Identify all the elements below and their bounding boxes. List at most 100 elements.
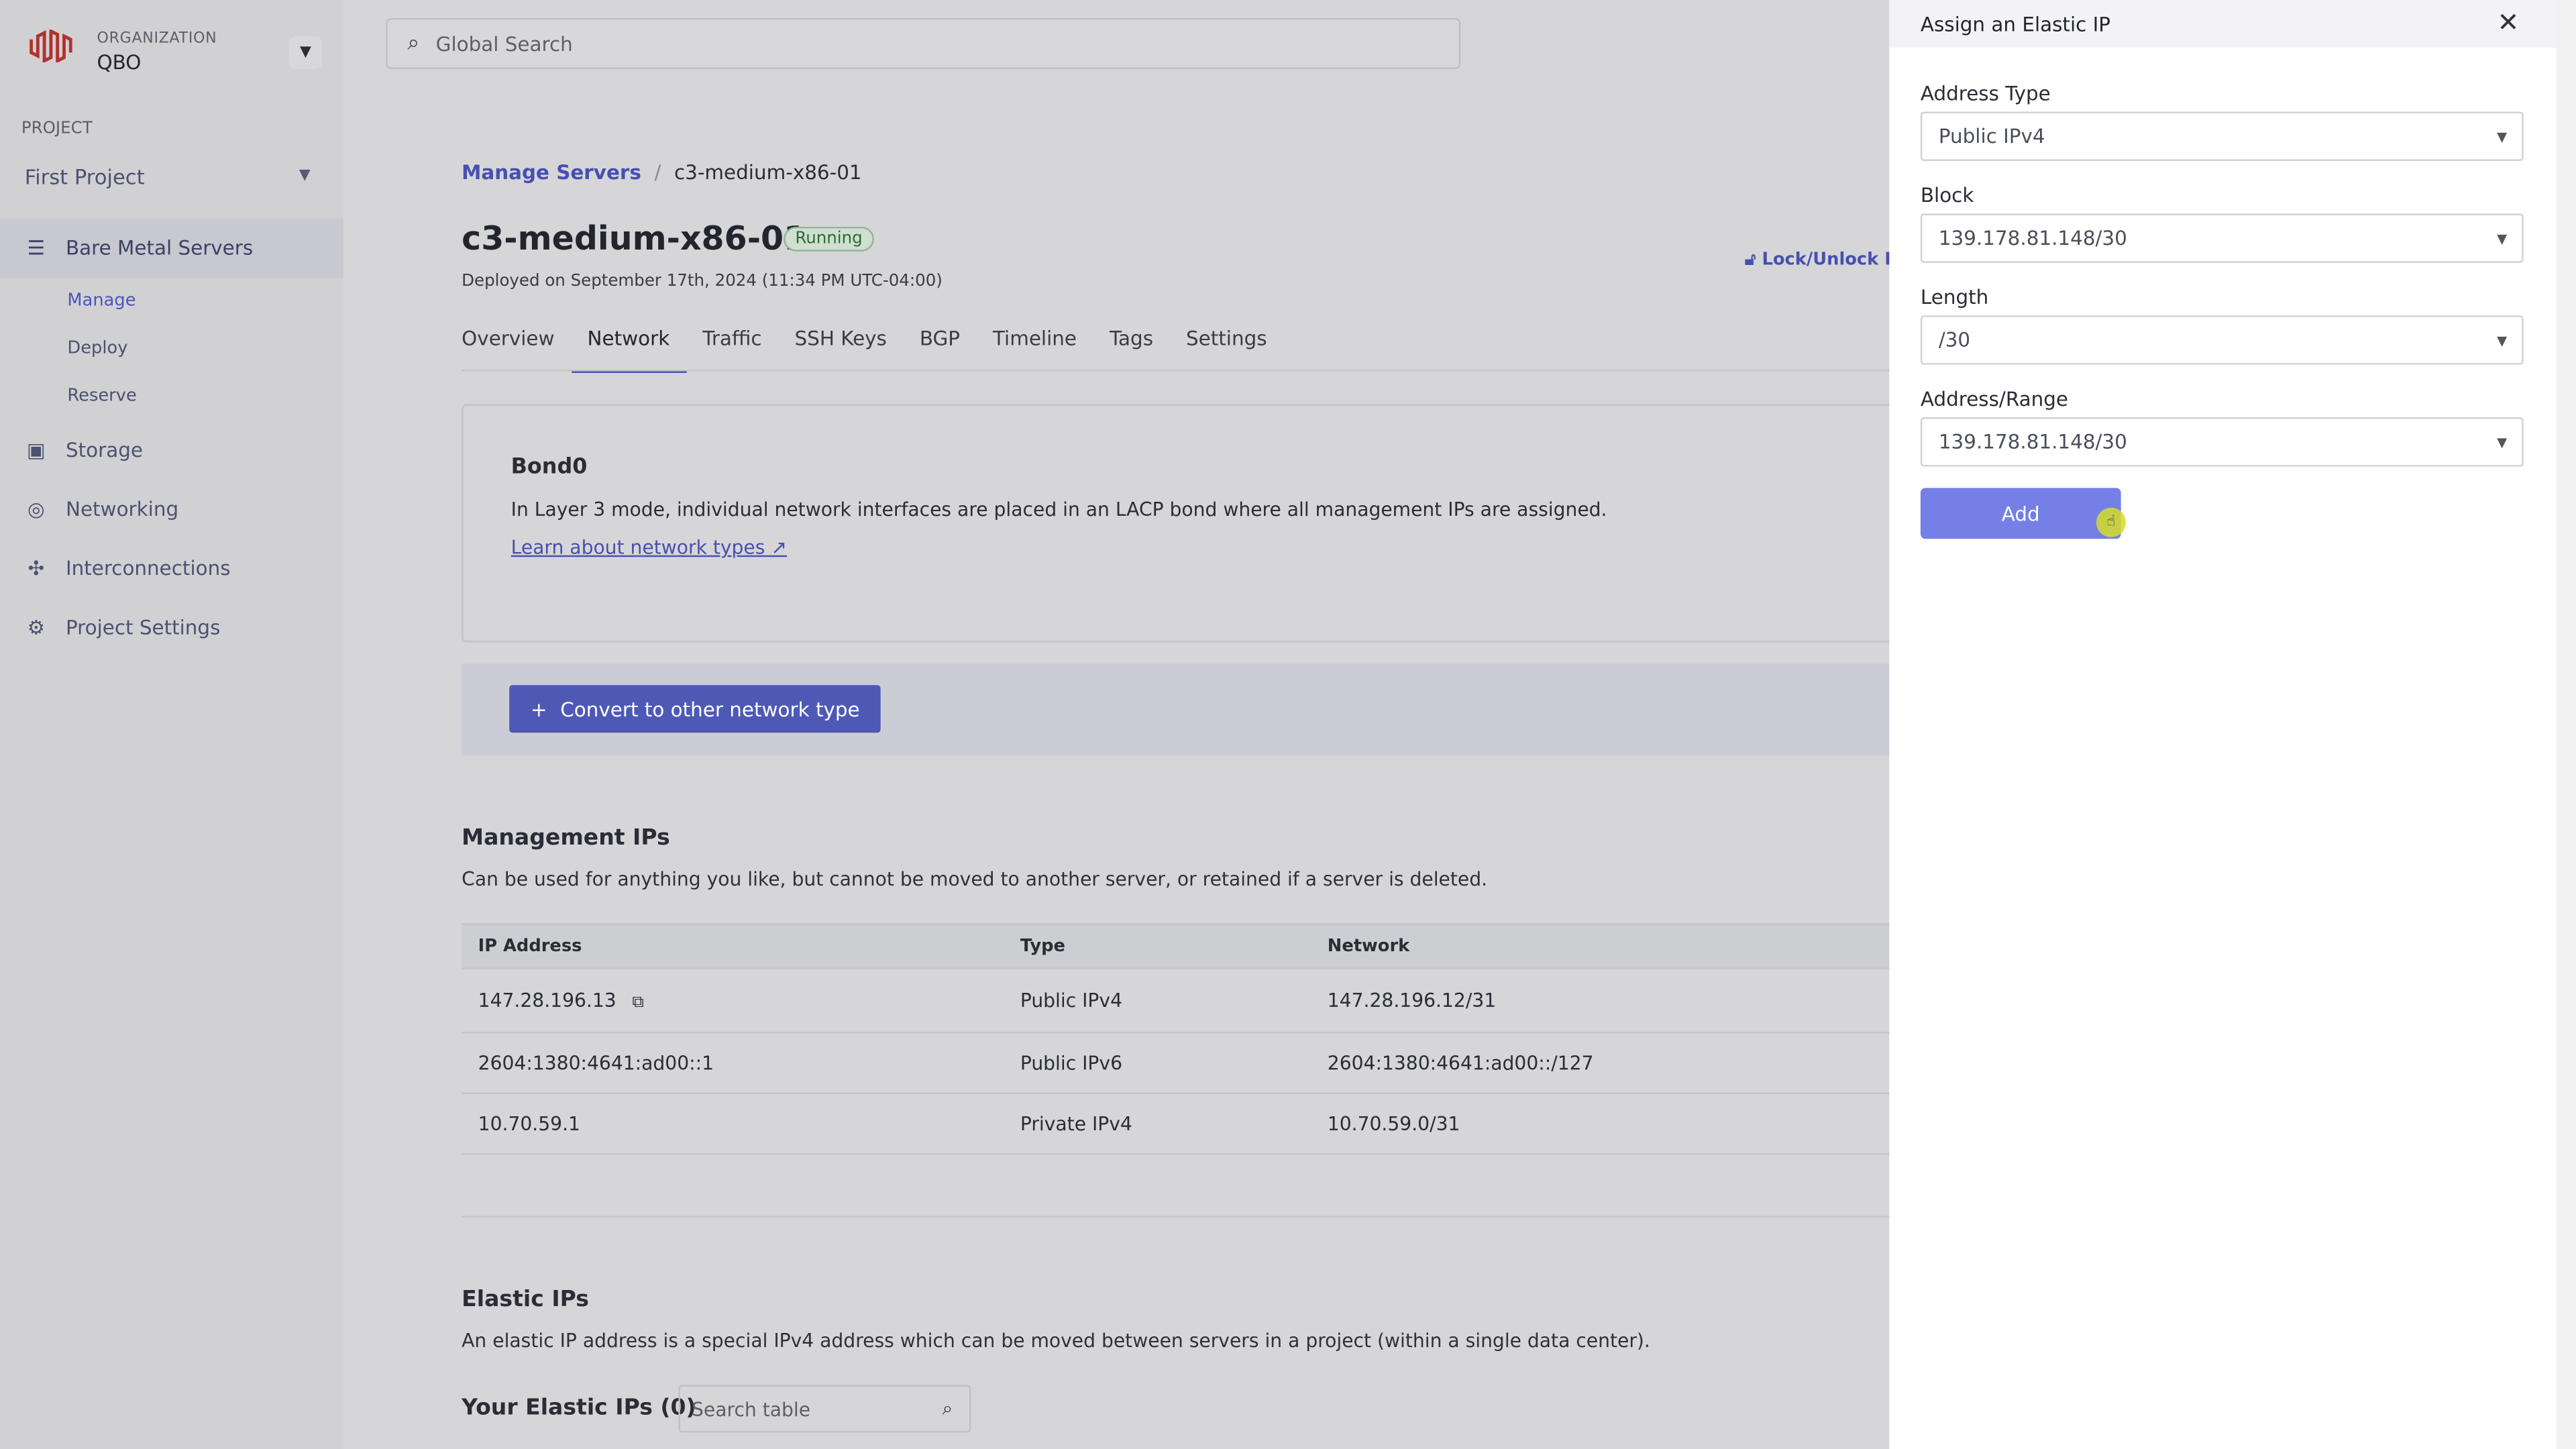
sidebar-item-storage[interactable]: ▣ Storage: [0, 421, 343, 480]
block-select[interactable]: 139.178.81.148/30 ▼: [1920, 213, 2524, 263]
lock-unlock-button[interactable]: 🔓︎ Lock/Unlock D: [1745, 250, 1899, 271]
tab-timeline[interactable]: Timeline: [992, 327, 1077, 350]
org-dropdown-button[interactable]: ▼: [289, 36, 323, 69]
search-placeholder: Search table: [692, 1397, 811, 1421]
project-selector[interactable]: First Project: [24, 164, 145, 189]
ip-type: Public IPv4: [1020, 989, 1123, 1012]
nav-label: Project Settings: [65, 616, 221, 639]
tab-bgp[interactable]: BGP: [919, 327, 961, 350]
your-elastic-ips-title: Your Elastic IPs (0): [462, 1395, 696, 1421]
length-label: Length: [1920, 286, 1989, 309]
bond-title: Bond0: [511, 455, 588, 480]
add-button[interactable]: Add: [1920, 488, 2121, 539]
ip-network: 2604:1380:4641:ad00::/127: [1327, 1051, 1594, 1075]
ip-type: Public IPv6: [1020, 1051, 1123, 1075]
ip-network: 147.28.196.12/31: [1327, 989, 1497, 1012]
sidebar-subitem-manage[interactable]: Manage: [67, 290, 136, 311]
copy-icon[interactable]: ⧉: [632, 994, 644, 1012]
ip-address: 10.70.59.1: [478, 1112, 580, 1136]
global-search[interactable]: ⌕ Global Search: [386, 17, 1461, 69]
search-placeholder: Global Search: [435, 32, 573, 56]
caret-down-icon: ▼: [2497, 231, 2508, 246]
org-name: QBO: [97, 50, 142, 74]
select-value: Public IPv4: [1938, 125, 2045, 148]
divider: [462, 370, 1891, 372]
search-icon: ⌕: [407, 31, 420, 56]
scrollbar[interactable]: [2556, 0, 2576, 1449]
elastic-ips-title: Elastic IPs: [462, 1286, 589, 1313]
tabs: Overview Network Traffic SSH Keys BGP Ti…: [462, 327, 1283, 373]
address-type-select[interactable]: Public IPv4 ▼: [1920, 111, 2524, 162]
table-row: 10.70.59.1 Private IPv4 10.70.59.0/31: [462, 1094, 1908, 1155]
divider: [462, 1216, 1908, 1218]
ip-type: Private IPv4: [1020, 1112, 1132, 1136]
management-ips-table: IP Address Type Network 147.28.196.13 ⧉ Pub…: [462, 923, 1908, 1155]
sidebar-item-networking[interactable]: ◎ Networking: [0, 480, 343, 539]
caret-down-icon: ▼: [2497, 129, 2508, 144]
table-row: 147.28.196.13 ⧉ Public IPv4 147.28.196.12/…: [462, 969, 1908, 1034]
bond-description: In Layer 3 mode, individual network inte…: [511, 498, 1607, 521]
nav-label: Interconnections: [65, 557, 231, 580]
link-label: Learn about network types: [511, 535, 765, 559]
interconnect-icon: ✣: [28, 557, 45, 580]
address-range-label: Address/Range: [1920, 387, 2068, 411]
sidebar-subitem-deploy[interactable]: Deploy: [67, 338, 128, 358]
learn-network-types-link[interactable]: Learn about network types ↗: [511, 535, 787, 558]
sidebar: ORGANIZATION QBO ▼ PROJECT First Project…: [0, 0, 343, 1449]
convert-network-type-button[interactable]: + Convert to other network type: [509, 685, 881, 733]
length-select[interactable]: /30 ▼: [1920, 315, 2524, 365]
deployed-date: Deployed on September 17th, 2024 (11:34 …: [462, 272, 943, 291]
server-icon: ☰: [27, 236, 46, 260]
tab-tags[interactable]: Tags: [1109, 327, 1154, 350]
elastic-ip-search-input[interactable]: Search table ⌕: [678, 1385, 971, 1433]
table-header: IP Address Type Network: [462, 923, 1908, 969]
tab-ssh-keys[interactable]: SSH Keys: [794, 327, 887, 350]
caret-down-icon: ▼: [300, 44, 311, 61]
bond-card: [462, 404, 1911, 643]
tab-overview[interactable]: Overview: [462, 327, 555, 350]
sidebar-item-bare-metal-servers[interactable]: ☰ Bare Metal Servers: [0, 218, 343, 278]
tab-traffic[interactable]: Traffic: [702, 327, 762, 350]
panel-header: [1889, 0, 2557, 48]
caret-down-icon: ▼: [2497, 434, 2508, 449]
organization-logo: [30, 30, 72, 63]
nav-label: Bare Metal Servers: [65, 236, 254, 260]
close-icon[interactable]: ✕: [2497, 6, 2520, 38]
ip-network: 10.70.59.0/31: [1327, 1112, 1460, 1136]
external-link-icon: ↗: [771, 535, 787, 559]
status-badge: Running: [784, 226, 874, 252]
sidebar-item-project-settings[interactable]: ⚙ Project Settings: [0, 598, 343, 657]
project-label: PROJECT: [21, 119, 93, 138]
tab-network[interactable]: Network: [571, 327, 686, 373]
nav-label: Storage: [65, 438, 143, 462]
panel-title: Assign an Elastic IP: [1920, 13, 2111, 36]
unlock-icon: 🔓︎: [1744, 250, 1756, 270]
cursor-hand-icon: ☝: [2096, 507, 2127, 537]
caret-down-icon[interactable]: ▼: [299, 167, 311, 184]
address-range-select[interactable]: 139.178.81.148/30 ▼: [1920, 417, 2524, 467]
management-ips-description: Can be used for anything you like, but c…: [462, 867, 1488, 891]
ip-address: 2604:1380:4641:ad00::1: [478, 1051, 714, 1075]
elastic-ips-description: An elastic IP address is a special IPv4 …: [462, 1329, 1650, 1352]
header-ip: IP Address: [478, 936, 582, 957]
breadcrumb-separator: /: [654, 161, 661, 184]
storage-icon: ▣: [26, 438, 46, 462]
header-type: Type: [1020, 936, 1065, 957]
sidebar-item-interconnections[interactable]: ✣ Interconnections: [0, 539, 343, 598]
management-ips-title: Management IPs: [462, 824, 670, 851]
select-value: 139.178.81.148/30: [1938, 430, 2127, 453]
lock-label: Lock/Unlock D: [1762, 250, 1899, 270]
breadcrumb-current: c3-medium-x86-01: [674, 161, 862, 184]
page-title: c3-medium-x86-01: [462, 218, 807, 258]
button-label: Convert to other network type: [560, 697, 860, 720]
sidebar-subitem-reserve[interactable]: Reserve: [67, 386, 137, 406]
plus-icon: +: [531, 697, 547, 720]
gear-icon: ⚙: [27, 616, 46, 639]
ip-address: 147.28.196.13: [478, 989, 616, 1012]
header-network: Network: [1327, 936, 1410, 957]
select-value: 139.178.81.148/30: [1938, 226, 2127, 250]
caret-down-icon: ▼: [2497, 332, 2508, 347]
breadcrumb-manage-servers[interactable]: Manage Servers: [462, 161, 641, 184]
tab-settings[interactable]: Settings: [1186, 327, 1267, 350]
org-label: ORGANIZATION: [97, 31, 217, 48]
